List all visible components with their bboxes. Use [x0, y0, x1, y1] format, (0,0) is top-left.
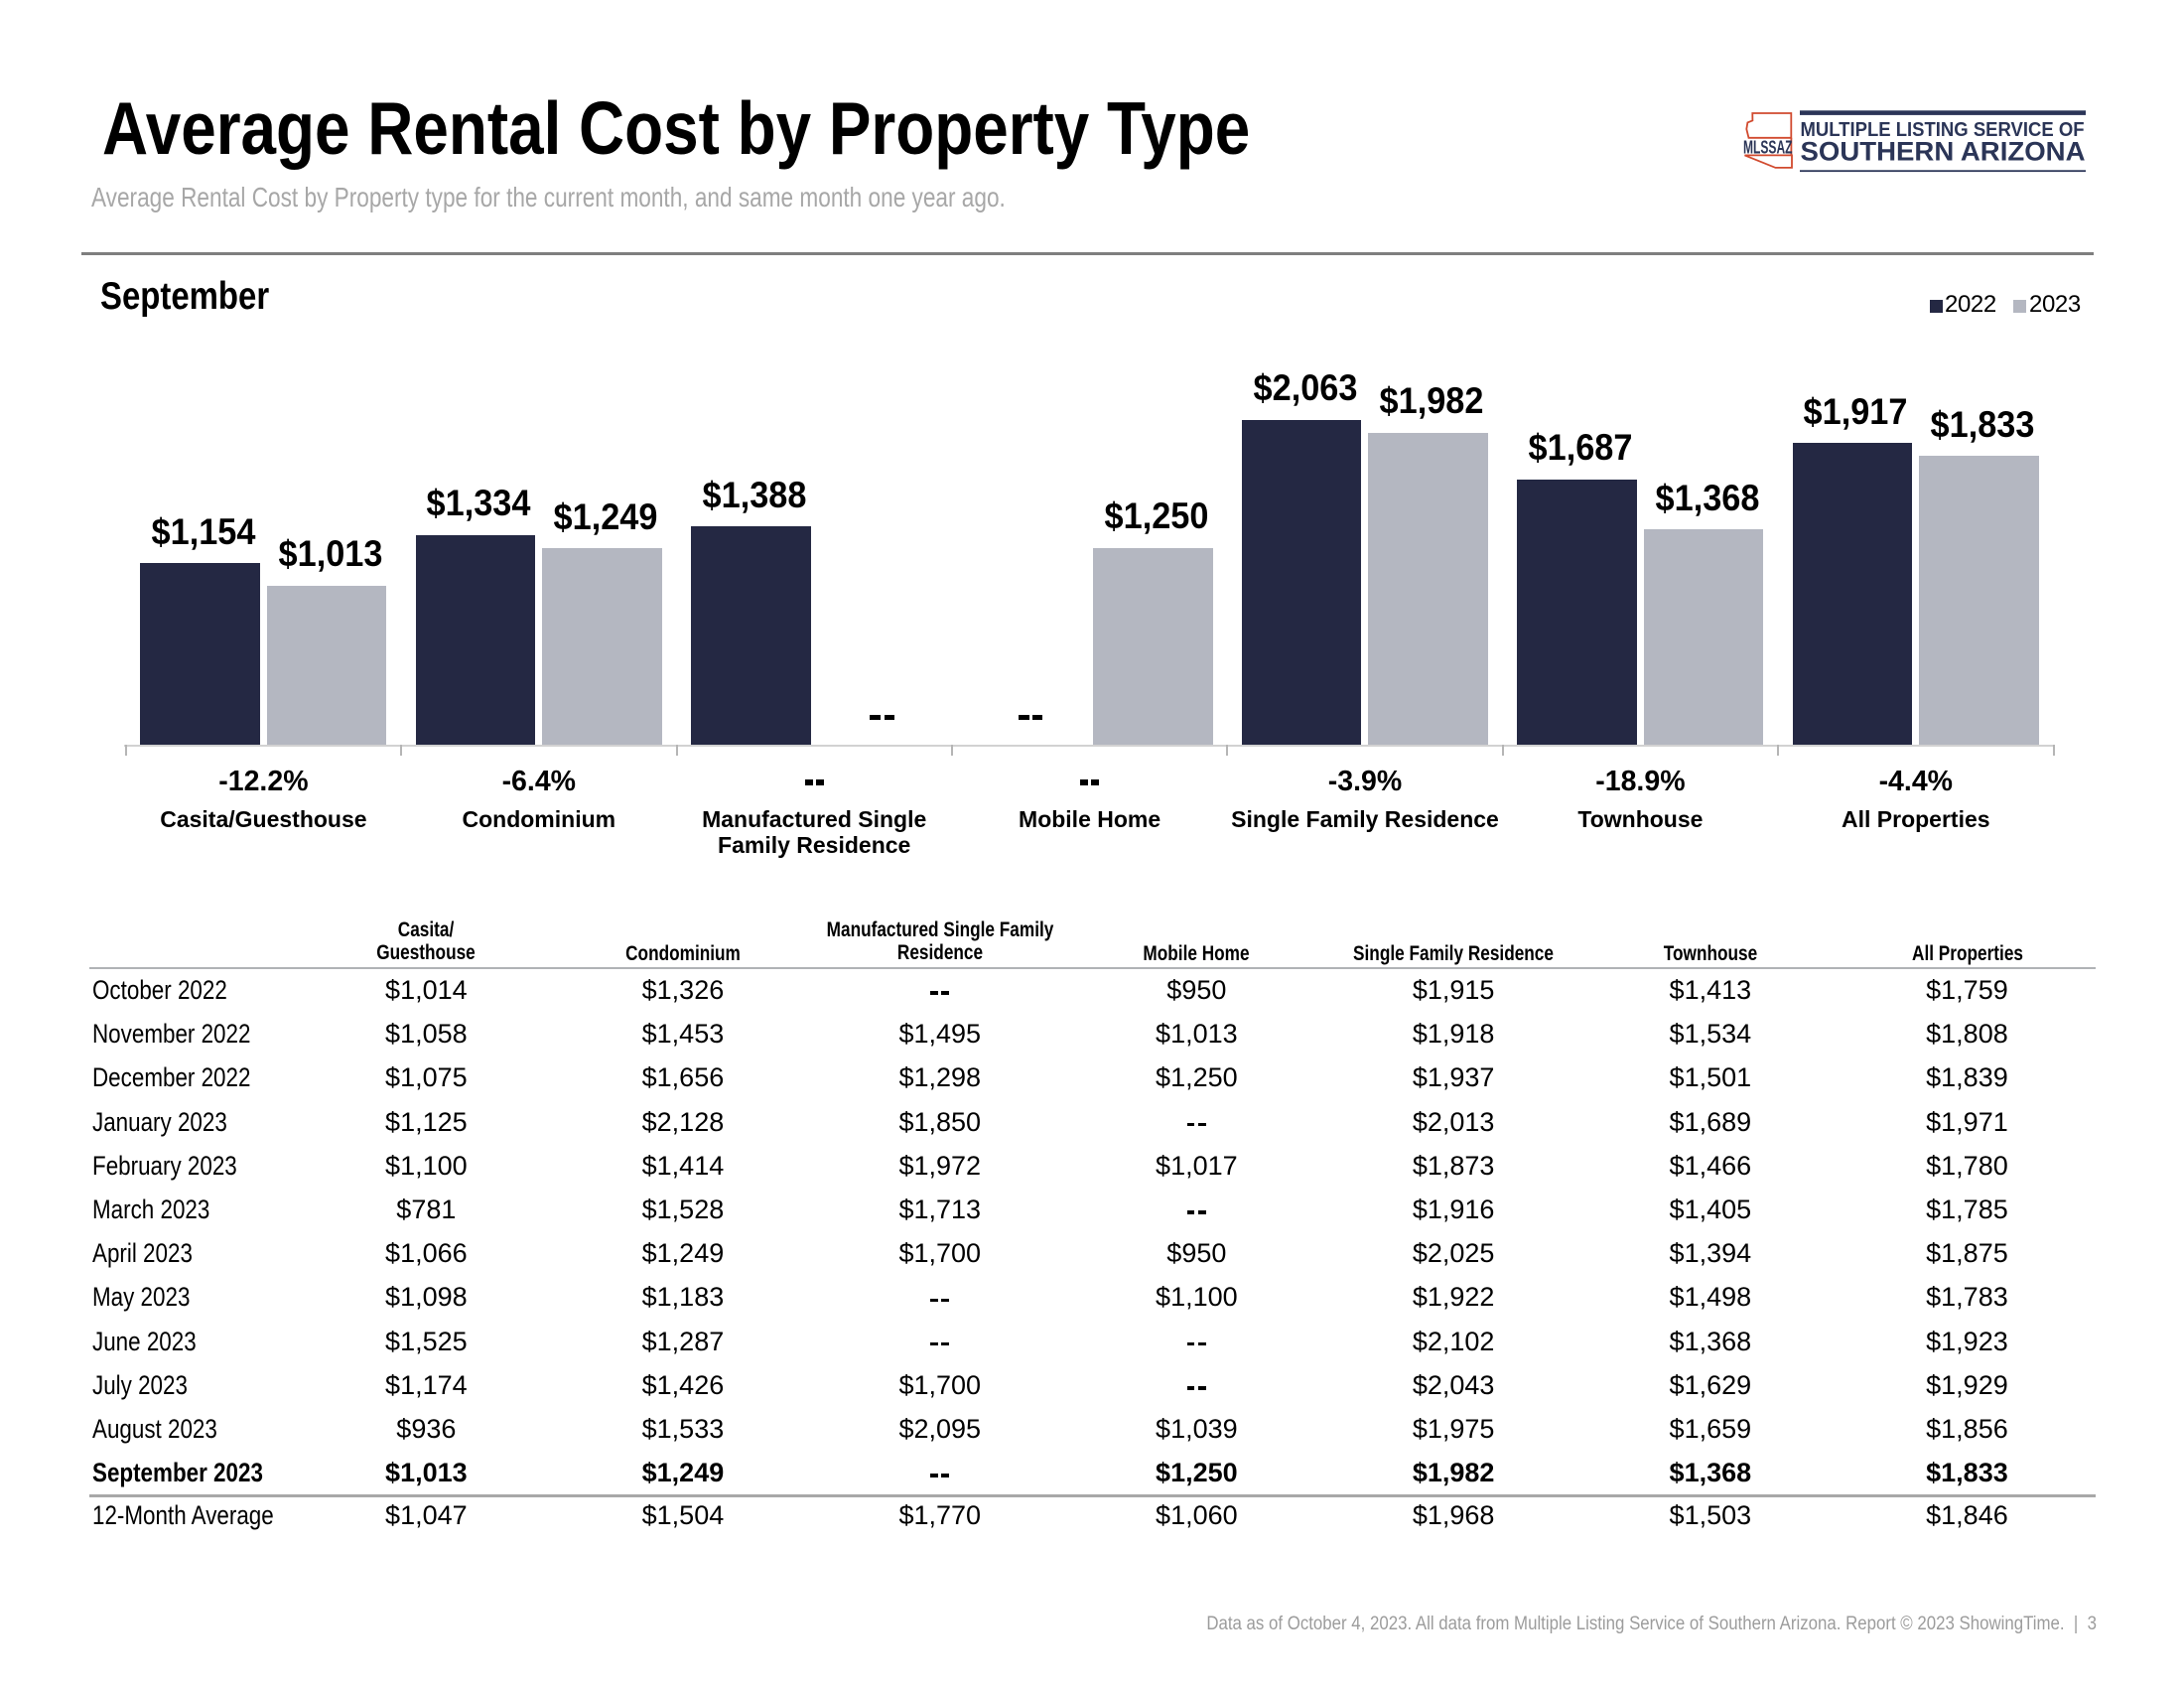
svg-text:SOUTHERN ARIZONA: SOUTHERN ARIZONA	[1801, 136, 2086, 166]
svg-text:MULTIPLE LISTING SERVICE OF: MULTIPLE LISTING SERVICE OF	[1801, 119, 2085, 141]
svg-text:MLSSAZ: MLSSAZ	[1743, 137, 1793, 157]
